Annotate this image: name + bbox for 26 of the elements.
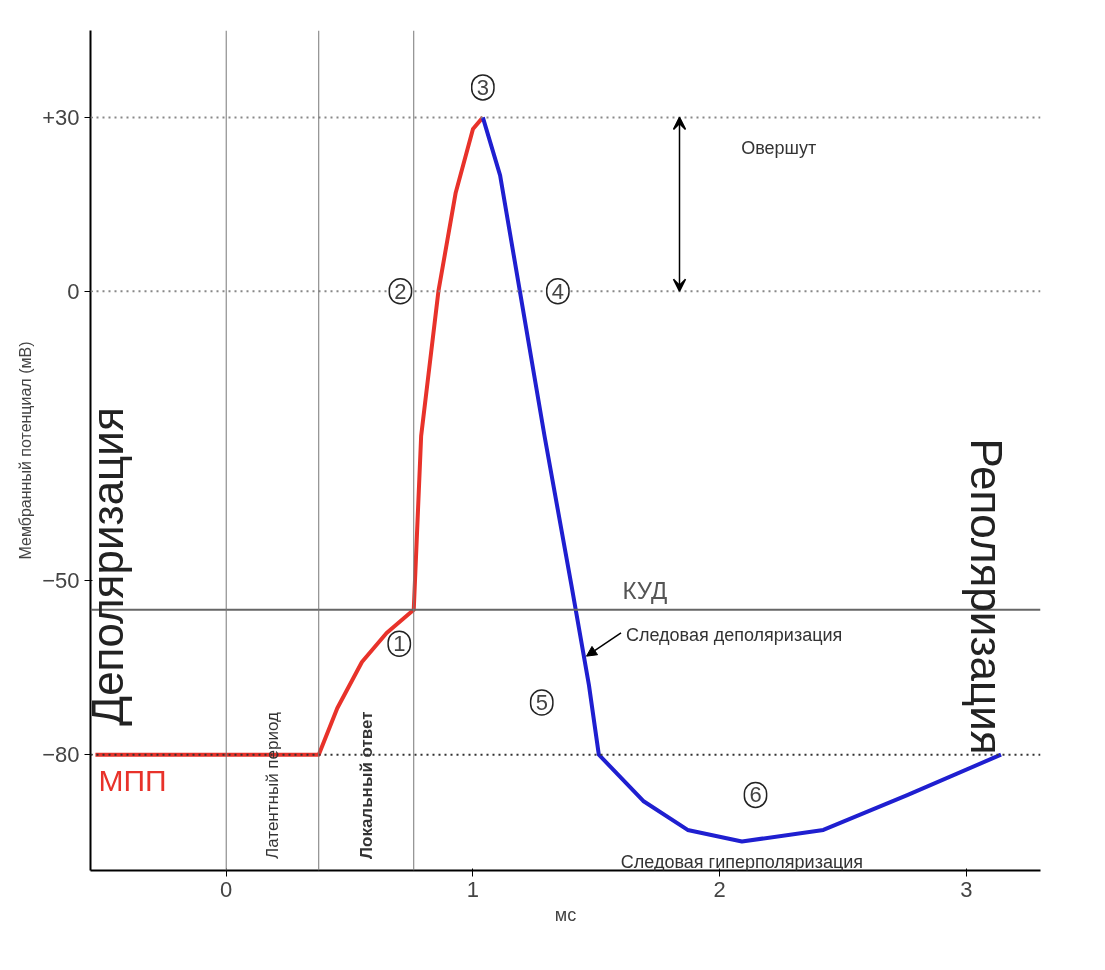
- annotation: Следовая деполяризация: [625, 624, 843, 645]
- ref-line-label: МПП: [98, 763, 167, 797]
- annotation: Локальный ответ: [356, 711, 376, 859]
- annotation: 1: [393, 631, 406, 657]
- annotation: Деполяризация: [83, 407, 133, 726]
- x-tick-label: 0: [220, 876, 233, 902]
- annotation: Овершут: [741, 137, 817, 158]
- x-tick-label: 1: [466, 876, 480, 902]
- line-series: [480, 115, 1004, 844]
- x-axis-title: мс: [554, 904, 577, 925]
- y-tick-label: +30: [42, 104, 80, 130]
- ref-line-label: КУД: [622, 576, 668, 604]
- annotation: Латентный период: [262, 711, 282, 859]
- y-tick-label: −50: [42, 568, 80, 594]
- annotation: Реполяризация: [961, 438, 1011, 755]
- annotation: 5: [535, 690, 548, 715]
- annotation: 3: [476, 74, 489, 100]
- annotation: 6: [749, 782, 762, 808]
- y-tick-label: 0: [67, 278, 80, 304]
- y-tick-label: −80: [42, 742, 80, 768]
- y-axis-title: Мембранный потенциал (мВ): [17, 341, 35, 560]
- annotation: 2: [394, 278, 407, 304]
- annotation: Следовая гиперполяризация: [620, 851, 864, 872]
- x-tick-label: 3: [960, 876, 973, 902]
- annotation: 4: [551, 278, 564, 304]
- x-tick-label: 2: [713, 876, 726, 902]
